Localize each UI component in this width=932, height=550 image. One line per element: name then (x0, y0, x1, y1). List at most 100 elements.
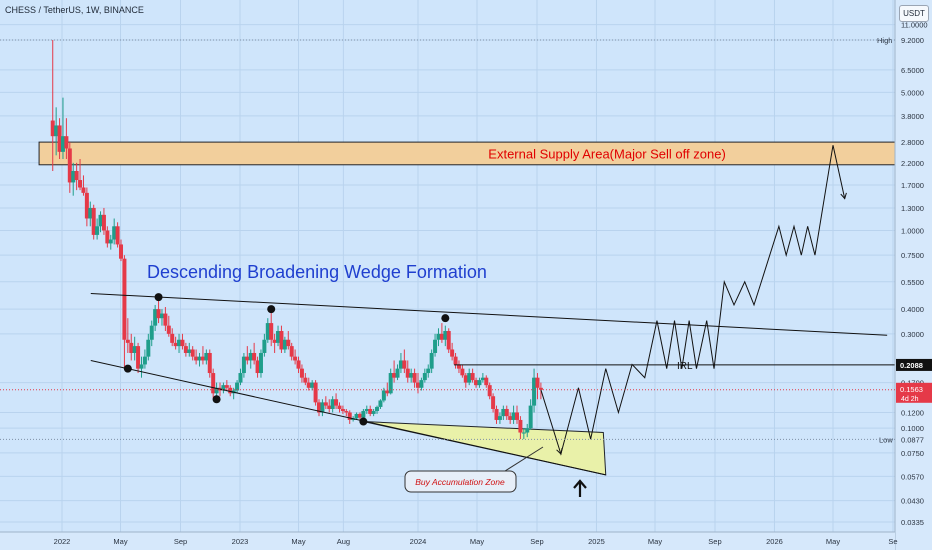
candle-bearish (67, 148, 72, 183)
time-tick-label: May (470, 537, 484, 546)
candle-bearish (317, 402, 322, 413)
time-tick-label: May (113, 537, 127, 546)
currency-button[interactable]: USDT (899, 5, 929, 22)
candle-bullish (320, 402, 325, 413)
candle-bearish (293, 356, 298, 361)
candle-bullish (361, 411, 366, 418)
price-tick-label: 1.3000 (901, 204, 924, 213)
candle-bearish (323, 402, 328, 406)
candle-bearish (125, 339, 130, 343)
candle-bearish (470, 373, 475, 381)
candle-bearish (514, 412, 519, 420)
candle-bearish (368, 408, 373, 414)
supply-zone (38, 141, 896, 166)
time-tick-label: 2025 (588, 537, 605, 546)
time-tick-label: 2026 (766, 537, 783, 546)
swing-point-marker (359, 417, 368, 426)
candle-bullish (54, 125, 59, 137)
dip-arrowhead (556, 447, 563, 455)
time-tick-label: Se (888, 537, 897, 546)
candle-bullish (238, 373, 243, 383)
wedge-trendline (90, 292, 888, 336)
candle-bullish (433, 339, 438, 353)
candle-bullish (248, 352, 253, 361)
chart-title: CHESS / TetherUS, 1W, BINANCE (5, 5, 144, 15)
swing-point-marker (212, 395, 221, 404)
price-tick-label: 0.3000 (901, 330, 924, 339)
candle-bearish (170, 333, 175, 343)
candle-bearish (340, 408, 345, 412)
price-tick-label: 0.1000 (901, 424, 924, 433)
candle-bearish (484, 377, 489, 386)
candle-bearish (245, 356, 250, 361)
candle-bullish (330, 399, 335, 409)
candle-bearish (402, 360, 407, 369)
supply-zone-label: External Supply Area(Major Sell off zone… (488, 146, 726, 161)
candle-bearish (211, 373, 216, 394)
candle-bearish (303, 377, 308, 383)
irl-price-value: 0.2088 (900, 361, 923, 370)
candle-bullish (142, 356, 147, 365)
candle-bullish (71, 170, 76, 183)
candle-bullish (395, 368, 400, 378)
candle-bullish (501, 408, 506, 417)
candle-bearish (50, 120, 55, 137)
candle-bearish (504, 408, 509, 417)
candle-bearish (460, 368, 465, 376)
candle-bullish (443, 331, 448, 340)
candle-bullish (132, 346, 137, 353)
candle-bearish (347, 412, 352, 420)
candle-bullish (429, 352, 434, 369)
candle-bearish (228, 387, 233, 394)
candle-bearish (207, 352, 212, 374)
candle-bullish (521, 432, 526, 434)
candle-bearish (156, 309, 161, 319)
candle-bearish (306, 382, 311, 388)
swing-point-marker (267, 305, 276, 314)
low-value: 0.0877 (901, 435, 924, 444)
candle-bullish (528, 405, 533, 429)
candle-bearish (289, 346, 294, 357)
pattern-title: Descending Broadening Wedge Formation (147, 262, 487, 282)
candle-bullish (265, 323, 270, 340)
candle-bearish (190, 349, 195, 357)
price-tick-label: 0.0750 (901, 449, 924, 458)
swing-point-marker (154, 293, 163, 302)
candle-bearish (224, 385, 229, 388)
time-axis-panel (0, 532, 895, 550)
last-price-box (896, 382, 932, 403)
candle-bullish (378, 400, 383, 407)
candle-bullish (354, 413, 359, 419)
low-label: Low (879, 435, 893, 444)
price-tick-label: 9.2000 (901, 36, 924, 45)
candle-bearish (105, 230, 110, 244)
candle-bullish (422, 373, 427, 381)
candle-bearish (173, 342, 178, 347)
candle-bearish (439, 333, 444, 340)
candle-bearish (252, 352, 257, 361)
price-tick-label: 0.0570 (901, 472, 924, 481)
candle-bearish (463, 375, 468, 383)
candle-bullish (436, 333, 441, 340)
candle-bullish (388, 373, 393, 394)
candle-bullish (419, 380, 424, 388)
time-tick-label: May (826, 537, 840, 546)
candle-bullish (525, 428, 530, 433)
candle-bearish (535, 377, 540, 388)
candle-bearish (122, 258, 127, 340)
candle-bearish (64, 136, 69, 149)
candle-bullish (258, 352, 263, 374)
candle-bearish (337, 405, 342, 409)
candle-bearish (57, 125, 62, 152)
candle-bullish (282, 339, 287, 350)
candle-bullish (364, 408, 369, 412)
price-tick-label: 0.0335 (901, 518, 924, 527)
time-tick-label: 2023 (232, 537, 249, 546)
time-tick-label: Sep (708, 537, 721, 546)
candle-bearish (327, 405, 332, 409)
candle-bearish (78, 180, 83, 188)
candle-bullish (139, 364, 144, 369)
price-tick-label: 0.5500 (901, 278, 924, 287)
